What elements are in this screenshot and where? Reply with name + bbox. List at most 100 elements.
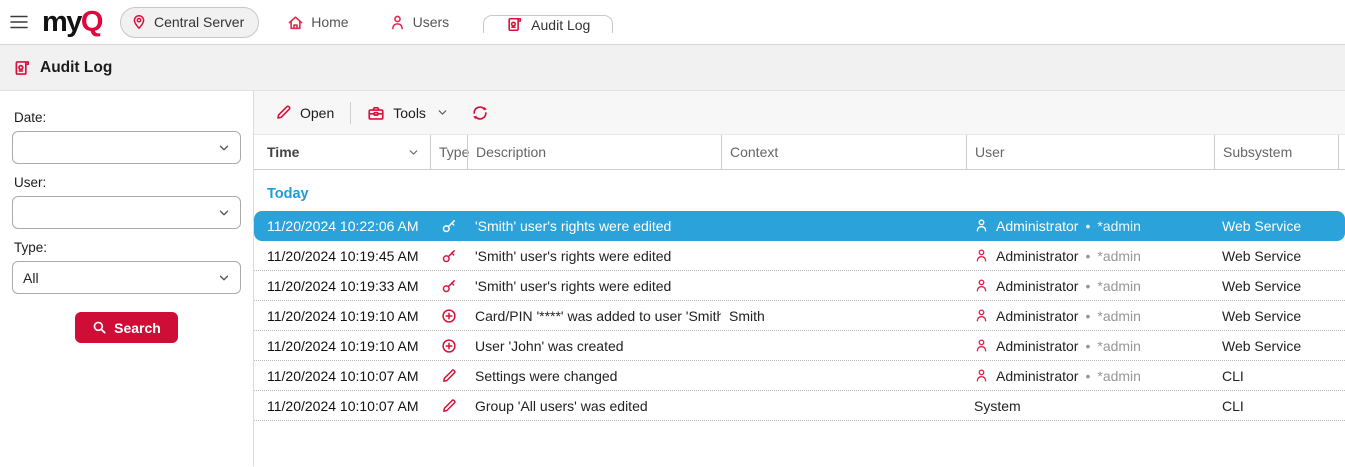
- user-separator: •: [1085, 367, 1091, 384]
- person-icon: [974, 338, 989, 353]
- chevron-down-icon: [217, 206, 231, 220]
- type-select-value: All: [23, 269, 39, 286]
- type-cell: [430, 368, 467, 384]
- key-icon: [441, 278, 457, 294]
- table-row[interactable]: 11/20/2024 10:19:10 AM User 'John' was cr…: [254, 331, 1345, 361]
- hamburger-menu-icon[interactable]: [8, 11, 30, 33]
- description-cell: Card/PIN '****' was added to user 'Smith…: [475, 307, 721, 324]
- date-filter-label: Date:: [14, 110, 47, 125]
- description-cell: 'Smith' user's rights were edited: [475, 277, 672, 294]
- column-label-context: Context: [730, 144, 779, 160]
- context-cell: Smith: [729, 307, 765, 324]
- person-icon: [974, 308, 989, 323]
- column-header-user[interactable]: User: [966, 135, 1214, 169]
- user-separator: •: [1085, 277, 1091, 294]
- top-bar-left: my Q Central Server Home Users Audit Log: [8, 0, 614, 44]
- table-row[interactable]: 11/20/2024 10:19:33 AM 'Smith' user's rig…: [254, 271, 1345, 301]
- user-name: Administrator: [996, 247, 1079, 264]
- description-cell: Settings were changed: [475, 367, 618, 384]
- chevron-down-icon: [436, 106, 449, 119]
- user-name: Administrator: [996, 307, 1079, 324]
- time-cell: 11/20/2024 10:10:07 AM: [267, 367, 419, 384]
- user-cell: Administrator • *admin: [966, 308, 1214, 324]
- column-label-user: User: [975, 144, 1005, 160]
- user-name: Administrator: [996, 217, 1079, 234]
- user-select[interactable]: [12, 196, 241, 229]
- myq-logo: my Q: [42, 7, 103, 37]
- user-separator: •: [1085, 337, 1091, 354]
- column-label-time: Time: [267, 144, 300, 160]
- description-cell: 'Smith' user's rights were edited: [475, 247, 672, 264]
- home-icon: [287, 14, 304, 31]
- time-cell: 11/20/2024 10:19:10 AM: [267, 337, 419, 354]
- tab-audit-log[interactable]: Audit Log: [483, 15, 614, 33]
- search-button[interactable]: Search: [75, 312, 178, 343]
- nav-item-home[interactable]: Home: [281, 14, 354, 31]
- user-detail: *admin: [1097, 337, 1141, 354]
- table-row[interactable]: 11/20/2024 10:10:07 AM Settings were chan…: [254, 361, 1345, 391]
- user-cell: Administrator • *admin: [966, 338, 1214, 354]
- type-cell: [430, 248, 467, 264]
- top-bar: my Q Central Server Home Users Audit Log: [0, 0, 1345, 45]
- column-header-description[interactable]: Description: [467, 135, 721, 169]
- location-pin-icon: [131, 14, 147, 30]
- type-filter-label: Type:: [14, 240, 48, 255]
- time-cell: 11/20/2024 10:19:33 AM: [267, 277, 419, 294]
- user-separator: •: [1085, 307, 1091, 324]
- table-row[interactable]: 11/20/2024 10:22:06 AM 'Smith' user's rig…: [254, 211, 1345, 241]
- user-detail: *admin: [1097, 307, 1141, 324]
- key-icon: [441, 218, 457, 234]
- open-button[interactable]: Open: [267, 98, 342, 127]
- table-row[interactable]: 11/20/2024 10:10:07 AM Group 'All users' …: [254, 391, 1345, 421]
- page-title-bar: Audit Log: [0, 45, 1345, 91]
- server-label: Central Server: [153, 14, 245, 30]
- nav-item-users[interactable]: Users: [383, 14, 456, 31]
- server-selector-button[interactable]: Central Server: [119, 6, 260, 38]
- column-header-context[interactable]: Context: [721, 135, 966, 169]
- type-cell: [430, 338, 467, 354]
- user-name: Administrator: [996, 277, 1079, 294]
- table-row[interactable]: 11/20/2024 10:19:10 AM Card/PIN '****' wa…: [254, 301, 1345, 331]
- type-select[interactable]: All: [12, 261, 241, 294]
- user-cell: Administrator • *admin: [966, 248, 1214, 264]
- toolbox-icon: [367, 104, 385, 122]
- person-icon: [974, 278, 989, 293]
- nav-label-home: Home: [311, 14, 349, 30]
- table-toolbar: Open Tools: [254, 91, 1345, 135]
- table-row[interactable]: 11/20/2024 10:19:45 AM 'Smith' user's rig…: [254, 241, 1345, 271]
- user-cell: Administrator • *admin: [966, 218, 1214, 234]
- tab-label-audit-log: Audit Log: [531, 16, 591, 33]
- nav-label-users: Users: [412, 14, 450, 30]
- tools-dropdown-button[interactable]: Tools: [359, 98, 457, 128]
- column-header-subsystem[interactable]: Subsystem: [1214, 135, 1339, 169]
- tools-button-label: Tools: [393, 104, 426, 121]
- chevron-down-icon: [217, 141, 231, 155]
- user-cell: Administrator • *admin: [966, 278, 1214, 294]
- column-label-type: Type: [439, 144, 470, 160]
- user-detail: *admin: [1097, 217, 1141, 234]
- refresh-button[interactable]: [467, 100, 493, 126]
- user-detail: *admin: [1097, 247, 1141, 264]
- column-header-type[interactable]: Type: [430, 135, 470, 169]
- column-header-time[interactable]: Time: [254, 135, 430, 169]
- subsystem-cell: Web Service: [1222, 247, 1302, 264]
- filter-sidebar: Date: User: Type: All Search: [0, 91, 254, 466]
- subsystem-cell: CLI: [1222, 397, 1244, 414]
- table-body: 11/20/2024 10:22:06 AM 'Smith' user's rig…: [254, 211, 1345, 421]
- time-cell: 11/20/2024 10:22:06 AM: [267, 217, 419, 234]
- column-label-subsystem: Subsystem: [1223, 144, 1293, 160]
- time-cell: 11/20/2024 10:10:07 AM: [267, 397, 419, 414]
- date-select[interactable]: [12, 131, 241, 164]
- plus-circle-icon: [441, 338, 457, 354]
- user-detail: *admin: [1097, 277, 1141, 294]
- page-title: Audit Log: [40, 58, 113, 76]
- user-separator: •: [1085, 217, 1091, 234]
- audit-log-icon: [506, 16, 523, 33]
- pencil-icon: [441, 398, 457, 414]
- user-name: Administrator: [996, 337, 1079, 354]
- type-cell: [430, 308, 467, 324]
- description-cell: Group 'All users' was edited: [475, 397, 648, 414]
- key-icon: [441, 248, 457, 264]
- subsystem-cell: Web Service: [1222, 337, 1302, 354]
- audit-log-title-icon: [13, 59, 31, 77]
